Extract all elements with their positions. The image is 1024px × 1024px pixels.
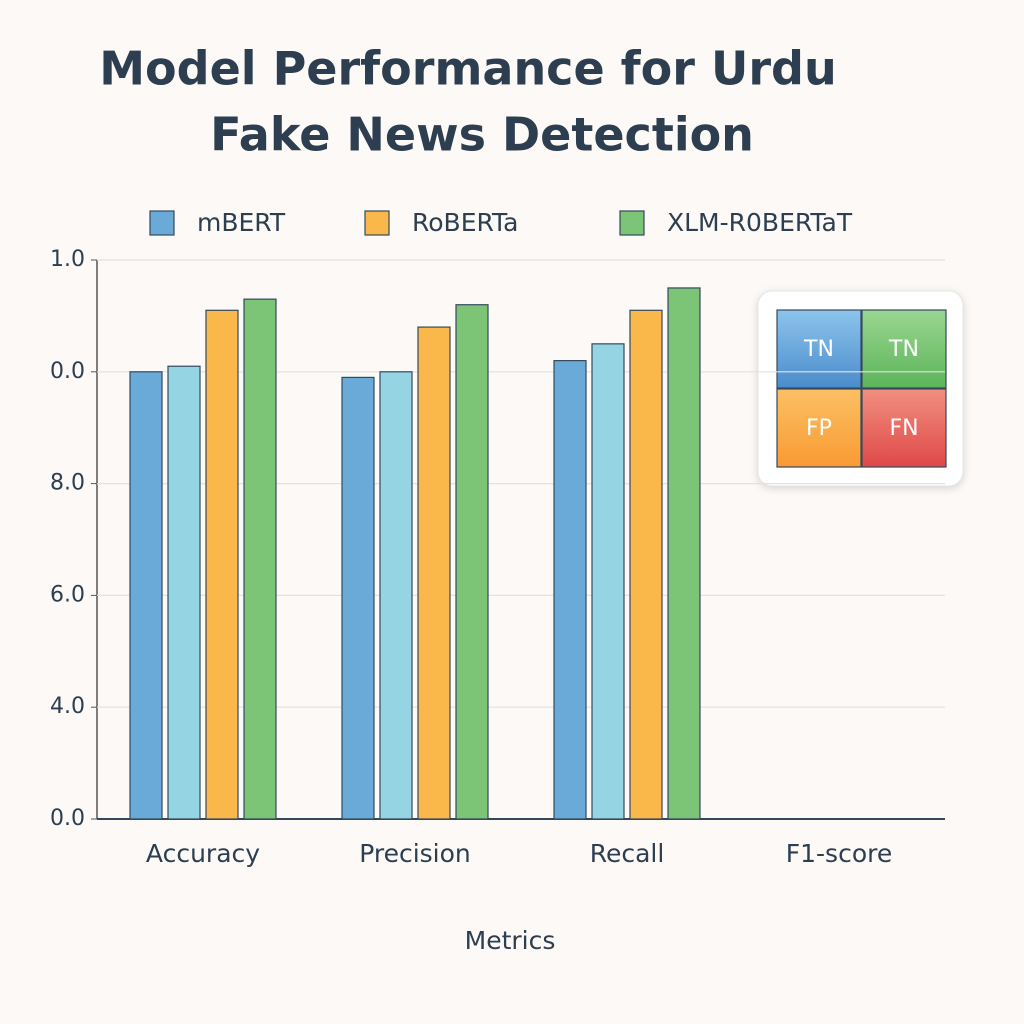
bar (667, 287, 701, 820)
x-axis-label: Metrics (465, 926, 556, 955)
x-tick-label: Accuracy (146, 839, 260, 868)
legend-label: RoBERTa (412, 208, 519, 237)
bar (243, 298, 277, 820)
bar (629, 309, 663, 820)
y-tick-label: 0.0 (50, 806, 85, 831)
legend-label: mBERT (197, 208, 286, 237)
matrix-cell-label: FN (889, 416, 918, 441)
bar (205, 309, 239, 820)
bar (553, 360, 587, 820)
x-tick-label: Recall (590, 839, 665, 868)
legend-swatch (149, 210, 175, 236)
legend-swatch (364, 210, 390, 236)
matrix-cell-label: TN (803, 337, 834, 362)
legend-swatch (619, 210, 645, 236)
matrix-cell (776, 309, 862, 389)
bar (129, 371, 163, 820)
x-tick-label: Precision (359, 839, 471, 868)
y-tick-label: 0.0 (50, 359, 85, 384)
bar (417, 326, 451, 820)
y-tick-label: 1.0 (50, 247, 85, 272)
chart-title: Model Performance for Urdu (99, 42, 836, 96)
matrix-cell-label: FP (806, 416, 832, 441)
y-tick-label: 8.0 (50, 471, 85, 496)
chart-title: Fake News Detection (210, 108, 754, 162)
y-tick-label: 4.0 (50, 694, 85, 719)
matrix-cell (861, 309, 947, 389)
bar (379, 371, 413, 820)
matrix-cell-label: TN (888, 337, 919, 362)
bar (341, 376, 375, 820)
bar (591, 343, 625, 820)
matrix-cell (861, 388, 947, 468)
matrix-cell (776, 388, 862, 468)
bar (167, 365, 201, 820)
y-tick-label: 6.0 (50, 582, 85, 607)
bar (455, 304, 489, 820)
x-tick-label: F1-score (786, 839, 892, 868)
legend-label: XLM-R0BERTaT (667, 208, 853, 237)
confusion-matrix: TN TN FP FN (776, 309, 947, 468)
